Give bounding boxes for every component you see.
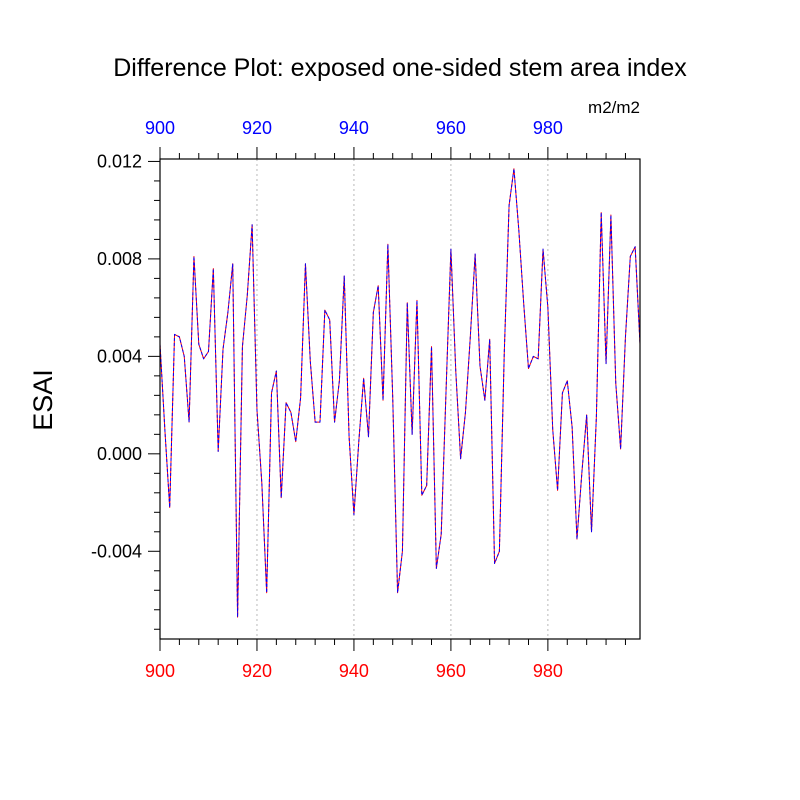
x-tick-label-top-1: 920	[242, 118, 272, 138]
x-tick-label-bottom-0: 900	[145, 661, 175, 681]
x-tick-label-bottom-1: 920	[242, 661, 272, 681]
y-tick-label-0: -0.004	[91, 541, 142, 561]
y-tick-label-3: 0.008	[97, 249, 142, 269]
axis-ticks	[148, 147, 626, 651]
x-tick-label-bottom-2: 940	[339, 661, 369, 681]
series-line-dashed-blue	[159, 168, 641, 618]
tick-labels: 900 900 920 920 940 940 960 960 980 980 -0.004 0.00…	[91, 118, 563, 681]
x-tick-label-top-3: 960	[436, 118, 466, 138]
x-tick-label-top-0: 900	[145, 118, 175, 138]
x-tick-label-bottom-4: 980	[533, 661, 563, 681]
y-tick-label-1: 0.000	[97, 444, 142, 464]
data-series	[159, 168, 641, 618]
units-label: m2/m2	[588, 98, 640, 117]
x-tick-label-top-4: 980	[533, 118, 563, 138]
plot-frame	[159, 158, 641, 640]
y-tick-label-4: 0.012	[97, 151, 142, 171]
x-tick-label-bottom-3: 960	[436, 661, 466, 681]
series-line-solid-red	[159, 168, 641, 618]
chart-title: Difference Plot: exposed one-sided stem …	[113, 54, 687, 82]
y-axis-label: ESAI	[28, 369, 58, 431]
y-tick-label-2: 0.004	[97, 346, 142, 366]
x-tick-label-top-2: 940	[339, 118, 369, 138]
